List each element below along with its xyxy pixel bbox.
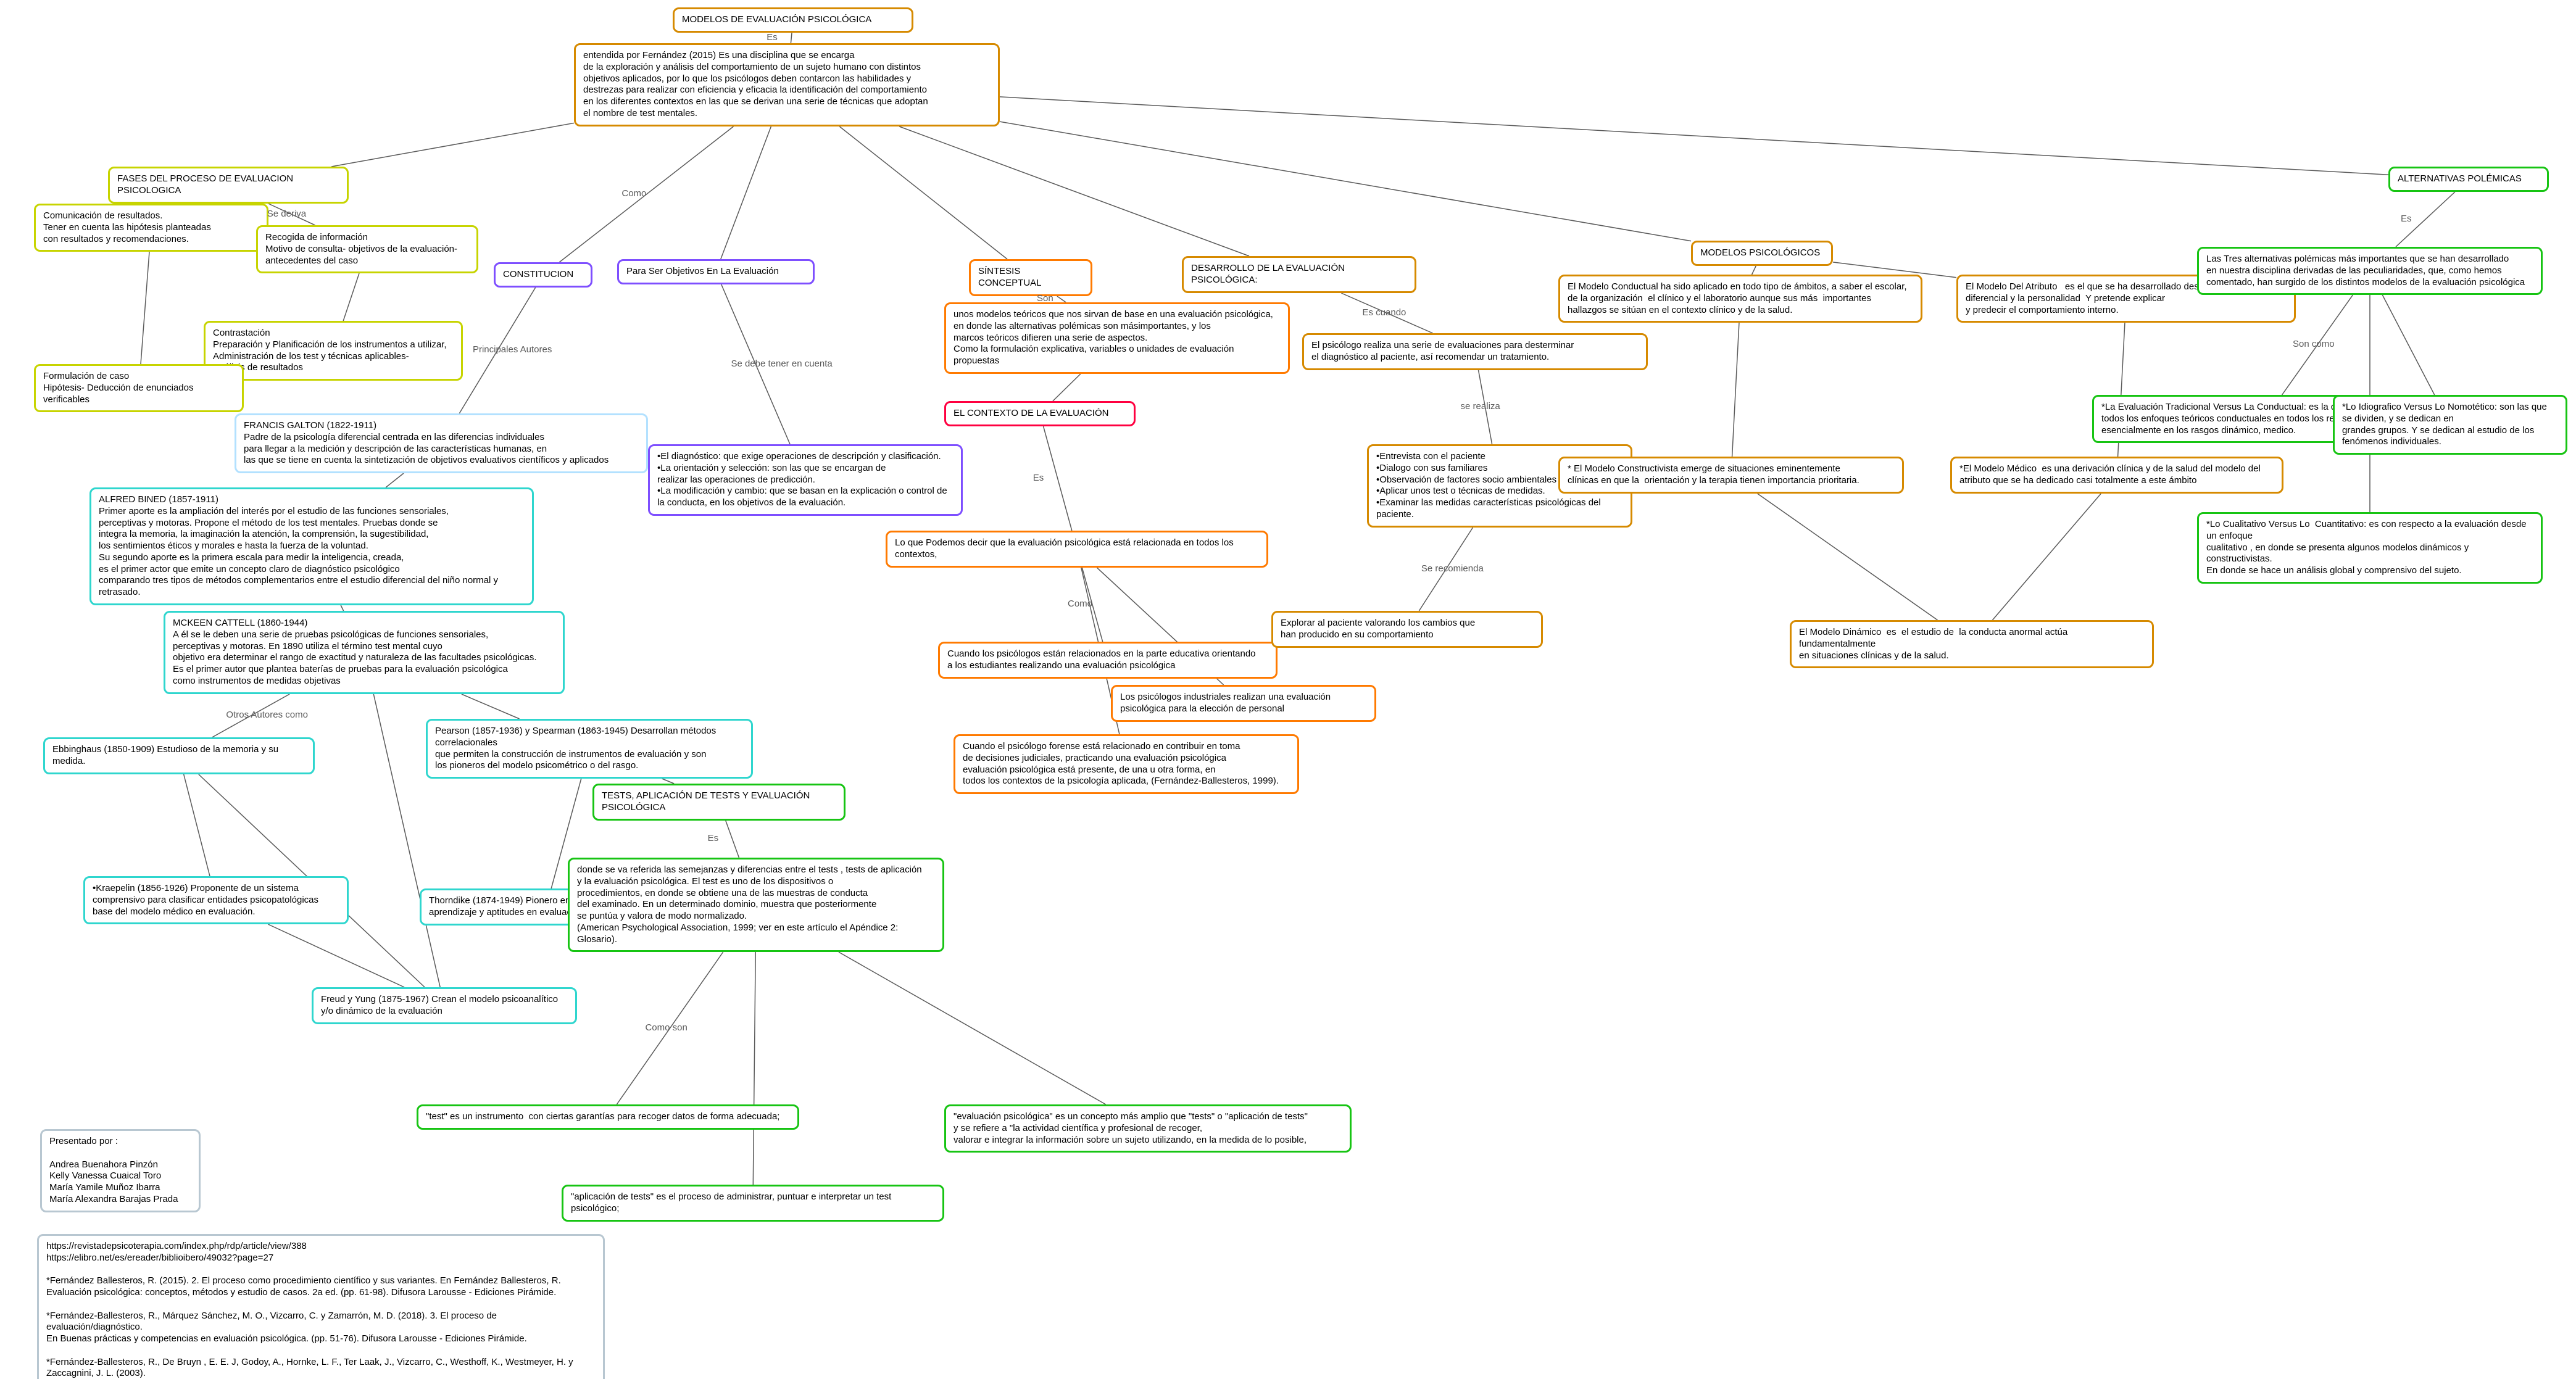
edge xyxy=(386,473,404,487)
node-test_instr: "test" es un instrumento con ciertas gar… xyxy=(417,1104,799,1130)
edge xyxy=(141,252,149,364)
node-kraepelin: •Kraepelin (1856-1926) Proponente de un … xyxy=(83,876,349,924)
edge-label: Se debe tener en cuenta xyxy=(731,358,832,369)
node-explorar: Explorar al paciente valorando los cambi… xyxy=(1271,611,1543,648)
edge xyxy=(1732,323,1739,457)
edge-label: Principales Autores xyxy=(473,344,552,355)
node-binet: ALFRED BINED (1857-1911) Primer aporte e… xyxy=(89,487,534,605)
edge xyxy=(721,126,771,259)
edge xyxy=(753,952,755,1185)
edge xyxy=(1053,374,1081,401)
edge xyxy=(343,273,359,321)
node-ctx_ind: Los psicólogos industriales realizan una… xyxy=(1111,685,1376,722)
edge xyxy=(1044,426,1072,531)
edge xyxy=(839,952,1106,1104)
node-cattell: MCKEEN CATTELL (1860-1944) A él se le de… xyxy=(164,611,565,694)
edge xyxy=(662,779,674,784)
edge xyxy=(184,774,210,876)
node-diagnostico: •El diagnóstico: que exige operaciones d… xyxy=(648,444,963,516)
edge-label: Como xyxy=(621,188,646,199)
edge xyxy=(2382,295,2434,395)
edge-label: Se deriva xyxy=(267,209,306,219)
node-sintesis: SÍNTESIS CONCEPTUAL xyxy=(969,259,1092,296)
edge xyxy=(1000,97,2388,175)
concept-map-canvas: MODELOS DE EVALUACIÓN PSICOLÓGICA entendi… xyxy=(0,0,2576,1379)
node-desarrollo: DESARROLLO DE LA EVALUACIÓN PSICOLÓGICA: xyxy=(1182,256,1416,293)
node-apl_tests: "aplicación de tests" es el proceso de a… xyxy=(562,1185,944,1222)
node-eval_concepto: "evaluación psicológica" es un concepto … xyxy=(944,1104,1352,1153)
edge-label: Es xyxy=(1033,473,1044,483)
node-alt_idio_nomo: *Lo Idiografico Versus Lo Nomotético: so… xyxy=(2333,395,2567,455)
node-constitucion: CONSTITUCION xyxy=(494,262,592,288)
node-pearson: Pearson (1857-1936) y Spearman (1863-194… xyxy=(426,719,753,779)
node-modelos_psic: MODELOS PSICOLÓGICOS xyxy=(1691,241,1833,266)
node-formulacion: Formulación de caso Hipótesis- Deducción… xyxy=(34,364,244,412)
node-mod_dinamico: El Modelo Dinámico es el estudio de la c… xyxy=(1790,620,2154,668)
node-sintesis_desc: unos modelos teóricos que nos sirvan de … xyxy=(944,302,1290,374)
edge-label: se realiza xyxy=(1461,401,1500,412)
edge xyxy=(341,605,343,611)
node-mod_medico: *El Modelo Médico es una derivación clín… xyxy=(1950,457,2283,494)
edge xyxy=(462,694,520,719)
edge xyxy=(839,126,1007,259)
node-recogida: Recogida de información Motivo de consul… xyxy=(256,225,478,273)
edge-label: Es xyxy=(708,833,719,843)
edge-label: Es xyxy=(2401,213,2412,224)
node-freud: Freud y Yung (1875-1967) Crean el modelo… xyxy=(312,987,577,1024)
node-ebbinghaus: Ebbinghaus (1850-1909) Estudioso de la m… xyxy=(43,737,315,774)
node-psicologo_serie: El psicólogo realiza una serie de evalua… xyxy=(1302,333,1648,370)
node-comunicacion: Comunicación de resultados. Tener en cue… xyxy=(34,204,268,252)
node-alt_desc: Las Tres alternativas polémicas más impo… xyxy=(2197,247,2543,295)
edge-label: Es cuando xyxy=(1363,307,1406,318)
edge-label: Otros Autores como xyxy=(226,710,308,720)
node-ctx_edu: Cuando los psicólogos están relacionados… xyxy=(938,642,1278,679)
node-mod_construct: * El Modelo Constructivista emerge de si… xyxy=(1558,457,1904,494)
edge xyxy=(1057,296,1066,302)
node-alt_polemicas: ALTERNATIVAS POLÉMICAS xyxy=(2388,167,2549,192)
node-ctx_forense: Cuando el psicólogo forense está relacio… xyxy=(954,734,1299,794)
node-definicion: entendida por Fernández (2015) Es una di… xyxy=(574,43,1000,126)
edge-label: Son como xyxy=(2293,339,2335,349)
edge xyxy=(268,924,404,987)
edge-label: Es xyxy=(767,32,778,43)
edge-label: Como son xyxy=(645,1022,687,1033)
node-tests_title: TESTS, APLICACIÓN DE TESTS Y EVALUACIÓN … xyxy=(592,784,846,821)
node-title: MODELOS DE EVALUACIÓN PSICOLÓGICA xyxy=(673,7,913,33)
node-alt_cuali_cuant: *Lo Cualitativo Versus Lo Cuantitativo: … xyxy=(2197,512,2543,584)
node-fases: FASES DEL PROCESO DE EVALUACION PSICOLOG… xyxy=(108,167,349,204)
node-presentado: Presentado por : Andrea Buenahora Pinzón… xyxy=(40,1129,201,1212)
edge xyxy=(1992,494,2101,620)
node-refs: https://revistadepsicoterapia.com/index.… xyxy=(37,1234,605,1379)
node-contexto: EL CONTEXTO DE LA EVALUACIÓN xyxy=(944,401,1136,426)
edge xyxy=(1758,494,1938,620)
node-galton: FRANCIS GALTON (1822-1911) Padre de la p… xyxy=(235,413,648,473)
edge xyxy=(1752,266,1756,275)
edge xyxy=(331,123,574,167)
node-para_obj: Para Ser Objetivos En La Evaluación xyxy=(617,259,815,284)
edge xyxy=(1000,122,1691,241)
node-contexto_desc: Lo que Podemos decir que la evaluación p… xyxy=(886,531,1268,568)
node-tests_desc: donde se va referida las semejanzas y di… xyxy=(568,858,944,952)
edge-label: Son xyxy=(1037,293,1053,304)
edge xyxy=(791,33,792,43)
edge-label: Se recomienda xyxy=(1421,563,1484,574)
edge-label: Como xyxy=(1068,598,1092,609)
edge xyxy=(899,126,1249,256)
node-mod_conductual: El Modelo Conductual ha sido aplicado en… xyxy=(1558,275,1922,323)
edge xyxy=(726,821,739,858)
